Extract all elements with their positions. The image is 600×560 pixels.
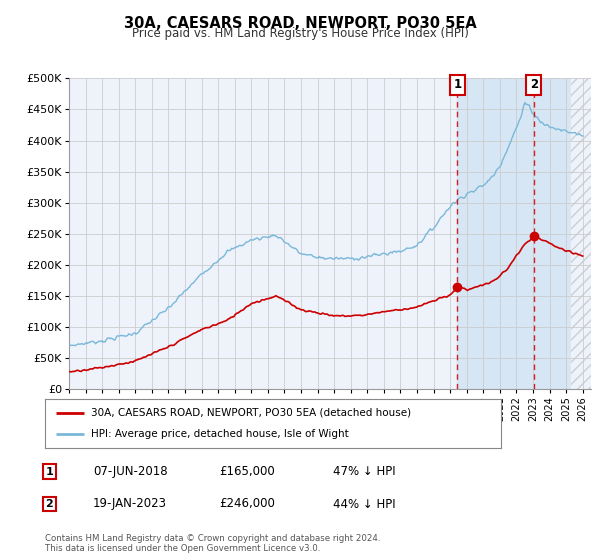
Text: 47% ↓ HPI: 47% ↓ HPI bbox=[333, 465, 395, 478]
Text: 30A, CAESARS ROAD, NEWPORT, PO30 5EA: 30A, CAESARS ROAD, NEWPORT, PO30 5EA bbox=[124, 16, 476, 31]
Bar bbox=[571, 78, 591, 389]
Text: 44% ↓ HPI: 44% ↓ HPI bbox=[333, 497, 395, 511]
Text: Contains HM Land Registry data © Crown copyright and database right 2024.
This d: Contains HM Land Registry data © Crown c… bbox=[45, 534, 380, 553]
Bar bbox=[571, 78, 591, 389]
Text: £165,000: £165,000 bbox=[219, 465, 275, 478]
Bar bbox=[457, 78, 571, 389]
Text: 1: 1 bbox=[454, 78, 461, 91]
Text: 30A, CAESARS ROAD, NEWPORT, PO30 5EA (detached house): 30A, CAESARS ROAD, NEWPORT, PO30 5EA (de… bbox=[91, 408, 411, 418]
Text: £246,000: £246,000 bbox=[219, 497, 275, 511]
Text: Price paid vs. HM Land Registry's House Price Index (HPI): Price paid vs. HM Land Registry's House … bbox=[131, 27, 469, 40]
Text: 2: 2 bbox=[530, 78, 538, 91]
Text: 2: 2 bbox=[46, 499, 53, 509]
Text: 07-JUN-2018: 07-JUN-2018 bbox=[93, 465, 167, 478]
Text: HPI: Average price, detached house, Isle of Wight: HPI: Average price, detached house, Isle… bbox=[91, 429, 349, 439]
Text: 19-JAN-2023: 19-JAN-2023 bbox=[93, 497, 167, 511]
Text: 1: 1 bbox=[46, 466, 53, 477]
